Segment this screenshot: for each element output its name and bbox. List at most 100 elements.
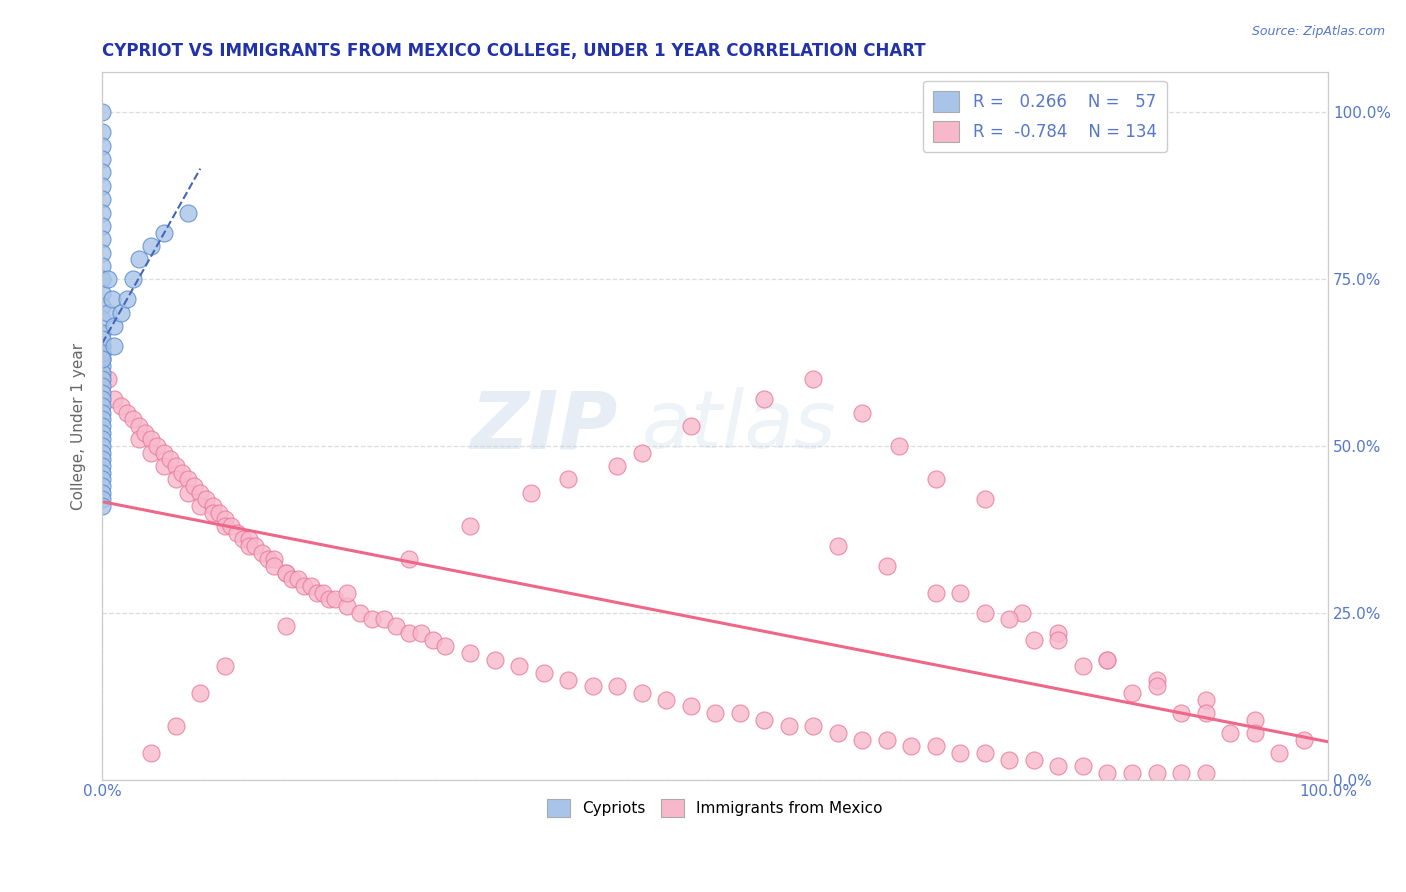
- Point: [876, 559, 898, 574]
- Point: [188, 485, 211, 500]
- Point: [287, 573, 309, 587]
- Point: [606, 458, 628, 473]
- Point: [91, 439, 114, 453]
- Point: [188, 499, 211, 513]
- Point: [361, 612, 384, 626]
- Point: [409, 625, 432, 640]
- Point: [422, 632, 444, 647]
- Point: [214, 512, 236, 526]
- Point: [925, 472, 948, 486]
- Point: [1047, 759, 1070, 773]
- Point: [373, 612, 395, 626]
- Point: [183, 479, 205, 493]
- Point: [655, 692, 678, 706]
- Point: [91, 272, 114, 286]
- Point: [226, 525, 249, 540]
- Point: [115, 292, 138, 306]
- Point: [91, 152, 114, 166]
- Point: [1219, 726, 1241, 740]
- Point: [91, 472, 114, 486]
- Point: [1194, 766, 1216, 780]
- Point: [318, 592, 340, 607]
- Point: [323, 592, 346, 607]
- Point: [458, 519, 481, 533]
- Point: [91, 372, 114, 386]
- Point: [195, 492, 218, 507]
- Point: [778, 719, 800, 733]
- Point: [1268, 746, 1291, 760]
- Point: [294, 579, 316, 593]
- Point: [754, 713, 776, 727]
- Point: [299, 579, 322, 593]
- Point: [219, 519, 242, 533]
- Point: [630, 686, 652, 700]
- Point: [91, 126, 114, 140]
- Point: [336, 599, 359, 614]
- Point: [1022, 753, 1045, 767]
- Point: [91, 352, 114, 367]
- Point: [256, 552, 278, 566]
- Point: [91, 138, 114, 153]
- Point: [91, 359, 114, 373]
- Point: [91, 412, 114, 426]
- Point: [97, 372, 120, 386]
- Point: [754, 392, 776, 407]
- Point: [1146, 673, 1168, 687]
- Point: [91, 192, 114, 206]
- Point: [110, 305, 132, 319]
- Point: [91, 419, 114, 434]
- Point: [484, 652, 506, 666]
- Point: [91, 332, 114, 346]
- Point: [630, 446, 652, 460]
- Point: [949, 746, 972, 760]
- Point: [103, 339, 125, 353]
- Point: [103, 392, 125, 407]
- Point: [91, 205, 114, 219]
- Point: [801, 719, 824, 733]
- Point: [998, 612, 1021, 626]
- Point: [91, 372, 114, 386]
- Point: [177, 472, 200, 486]
- Point: [606, 679, 628, 693]
- Point: [91, 259, 114, 273]
- Point: [91, 339, 114, 353]
- Point: [679, 699, 702, 714]
- Y-axis label: College, Under 1 year: College, Under 1 year: [72, 343, 86, 509]
- Point: [121, 412, 143, 426]
- Point: [557, 472, 579, 486]
- Point: [250, 546, 273, 560]
- Point: [305, 586, 328, 600]
- Point: [1071, 659, 1094, 673]
- Point: [91, 406, 114, 420]
- Point: [201, 506, 224, 520]
- Point: [91, 466, 114, 480]
- Point: [281, 573, 304, 587]
- Point: [214, 519, 236, 533]
- Point: [508, 659, 530, 673]
- Point: [91, 178, 114, 193]
- Point: [876, 732, 898, 747]
- Point: [91, 485, 114, 500]
- Point: [557, 673, 579, 687]
- Point: [91, 458, 114, 473]
- Point: [91, 433, 114, 447]
- Point: [533, 665, 555, 680]
- Text: ZIP: ZIP: [470, 387, 617, 465]
- Point: [801, 372, 824, 386]
- Point: [238, 539, 260, 553]
- Point: [128, 433, 150, 447]
- Point: [110, 399, 132, 413]
- Point: [208, 506, 231, 520]
- Point: [949, 586, 972, 600]
- Point: [1170, 766, 1192, 780]
- Point: [887, 439, 910, 453]
- Point: [152, 446, 174, 460]
- Point: [91, 285, 114, 300]
- Point: [998, 753, 1021, 767]
- Point: [91, 385, 114, 400]
- Point: [91, 399, 114, 413]
- Point: [121, 272, 143, 286]
- Text: Source: ZipAtlas.com: Source: ZipAtlas.com: [1251, 25, 1385, 38]
- Point: [91, 352, 114, 367]
- Point: [128, 252, 150, 267]
